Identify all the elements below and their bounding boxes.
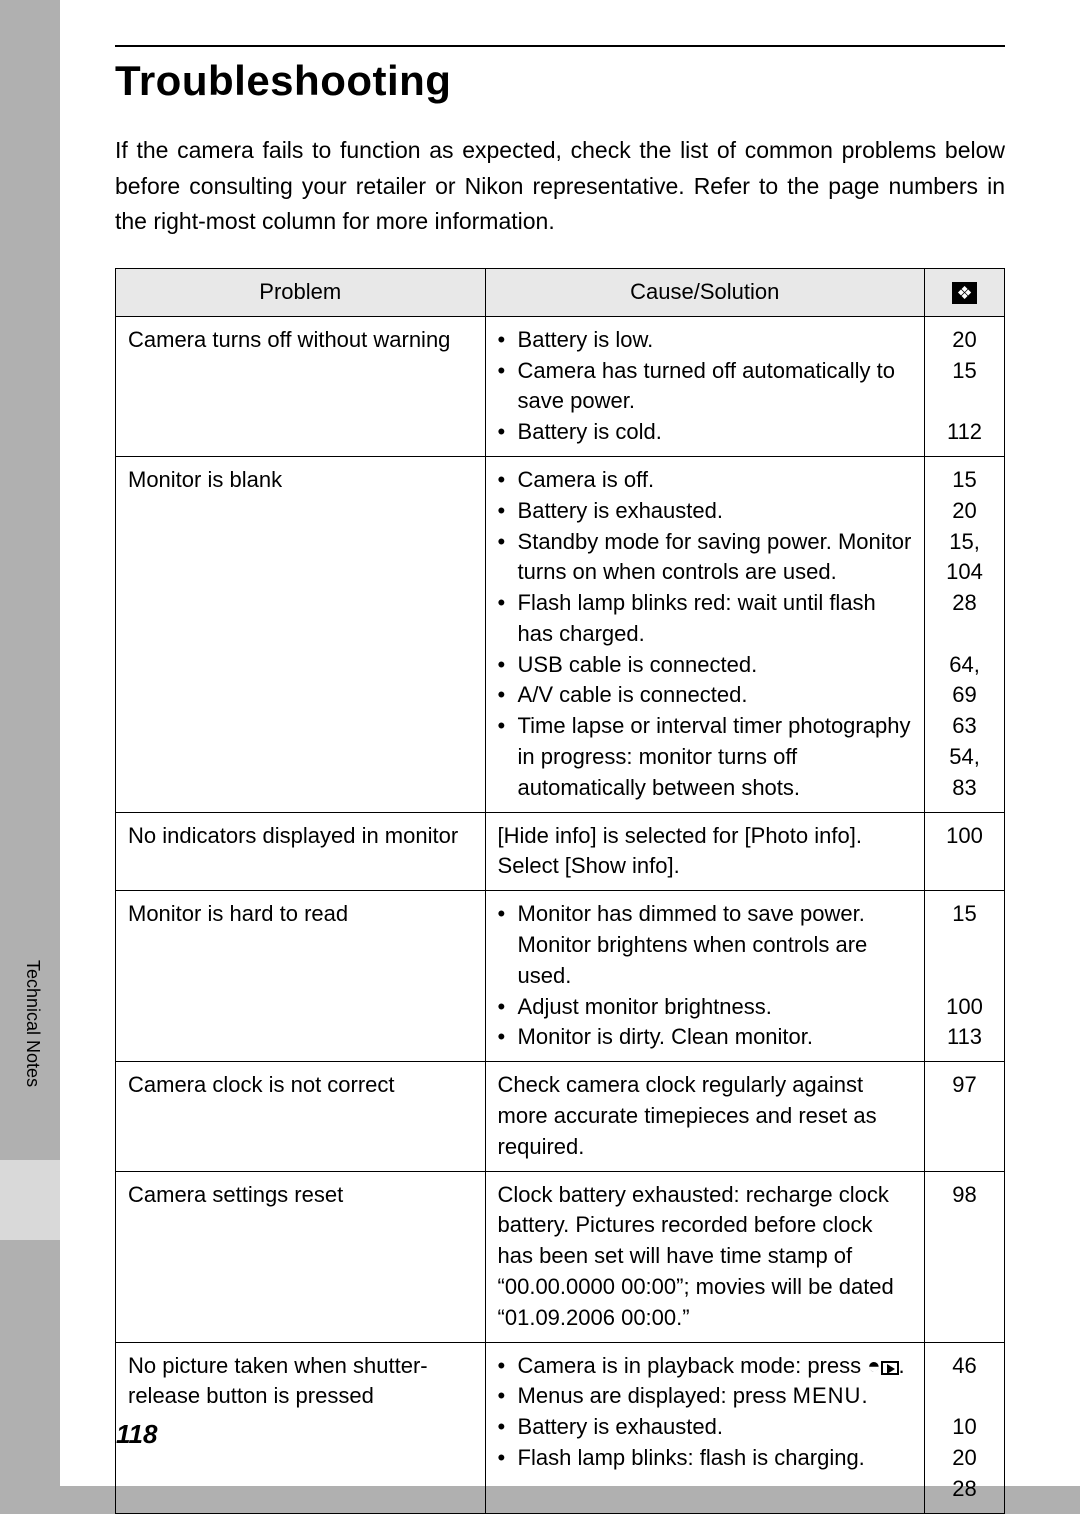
col-problem: Problem	[116, 268, 486, 316]
reference-icon: ❖	[952, 282, 976, 304]
table-row: Camera turns off without warningBattery …	[116, 316, 1005, 456]
cause-cell: Monitor has dimmed to save power. Monito…	[485, 891, 925, 1062]
col-ref: ❖	[925, 268, 1005, 316]
camera-playback-icon: ◓	[867, 1353, 898, 1378]
section-tab	[0, 1160, 60, 1240]
table-row: No indicators displayed in monitor[Hide …	[116, 812, 1005, 891]
cause-item: A/V cable is connected.	[498, 680, 913, 711]
col-cause: Cause/Solution	[485, 268, 925, 316]
problem-cell: Camera settings reset	[116, 1171, 486, 1342]
cause-item: USB cable is connected.	[498, 650, 913, 681]
cause-cell: Check camera clock regularly against mor…	[485, 1062, 925, 1171]
cause-item: Flash lamp blinks red: wait until flash …	[498, 588, 913, 650]
intro-paragraph: If the camera fails to function as expec…	[115, 133, 1005, 240]
cause-item: Standby mode for saving power. Monitor t…	[498, 527, 913, 589]
problem-cell: Camera clock is not correct	[116, 1062, 486, 1171]
problem-cell: No indicators displayed in monitor	[116, 812, 486, 891]
ref-cell: 98	[925, 1171, 1005, 1342]
table-row: Monitor is blankCamera is off.Battery is…	[116, 456, 1005, 812]
page-number: 118	[116, 1419, 157, 1450]
problem-cell: No picture taken when shutter-release bu…	[116, 1342, 486, 1513]
cause-cell: Camera is in playback mode: press ◓.Menu…	[485, 1342, 925, 1513]
cause-item: Battery is low.	[498, 325, 913, 356]
section-side-label: Technical Notes	[22, 960, 43, 1087]
cause-cell: Clock battery exhausted: recharge clock …	[485, 1171, 925, 1342]
cause-item: Monitor is dirty. Clean monitor.	[498, 1022, 913, 1053]
table-row: No picture taken when shutter-release bu…	[116, 1342, 1005, 1513]
cause-item: Menus are displayed: press MENU.	[498, 1381, 913, 1412]
cause-item: Camera is in playback mode: press ◓.	[498, 1351, 913, 1382]
cause-cell: [Hide info] is selected for [Photo info]…	[485, 812, 925, 891]
cause-item: Battery is exhausted.	[498, 496, 913, 527]
cause-cell: Battery is low.Camera has turned off aut…	[485, 316, 925, 456]
cause-item: Battery is cold.	[498, 417, 913, 448]
cause-item: Flash lamp blinks: flash is charging.	[498, 1443, 913, 1474]
cause-item: Adjust monitor brightness.	[498, 992, 913, 1023]
cause-item: Monitor has dimmed to save power. Monito…	[498, 899, 913, 991]
table-row: Camera settings resetClock battery exhau…	[116, 1171, 1005, 1342]
table-header-row: Problem Cause/Solution ❖	[116, 268, 1005, 316]
page-title: Troubleshooting	[115, 57, 1005, 105]
ref-cell: 97	[925, 1062, 1005, 1171]
cause-item: Camera is off.	[498, 465, 913, 496]
ref-cell: 100	[925, 812, 1005, 891]
cause-item: Time lapse or interval timer photography…	[498, 711, 913, 803]
top-rule	[115, 45, 1005, 47]
cause-item: Battery is exhausted.	[498, 1412, 913, 1443]
ref-cell: 46 10 20 28	[925, 1342, 1005, 1513]
problem-cell: Monitor is hard to read	[116, 891, 486, 1062]
cause-item: Camera has turned off automatically to s…	[498, 356, 913, 418]
cause-cell: Camera is off.Battery is exhausted.Stand…	[485, 456, 925, 812]
play-icon	[881, 1361, 899, 1375]
page-content: Troubleshooting If the camera fails to f…	[60, 0, 1080, 1486]
ref-cell: 15 20 15, 104 28 64, 69 63 54, 83	[925, 456, 1005, 812]
problem-cell: Monitor is blank	[116, 456, 486, 812]
problem-cell: Camera turns off without warning	[116, 316, 486, 456]
troubleshooting-table: Problem Cause/Solution ❖ Camera turns of…	[115, 268, 1005, 1514]
ref-cell: 15 100 113	[925, 891, 1005, 1062]
table-row: Monitor is hard to readMonitor has dimme…	[116, 891, 1005, 1062]
table-row: Camera clock is not correctCheck camera …	[116, 1062, 1005, 1171]
ref-cell: 20 15 112	[925, 316, 1005, 456]
menu-icon: MENU	[793, 1383, 862, 1408]
